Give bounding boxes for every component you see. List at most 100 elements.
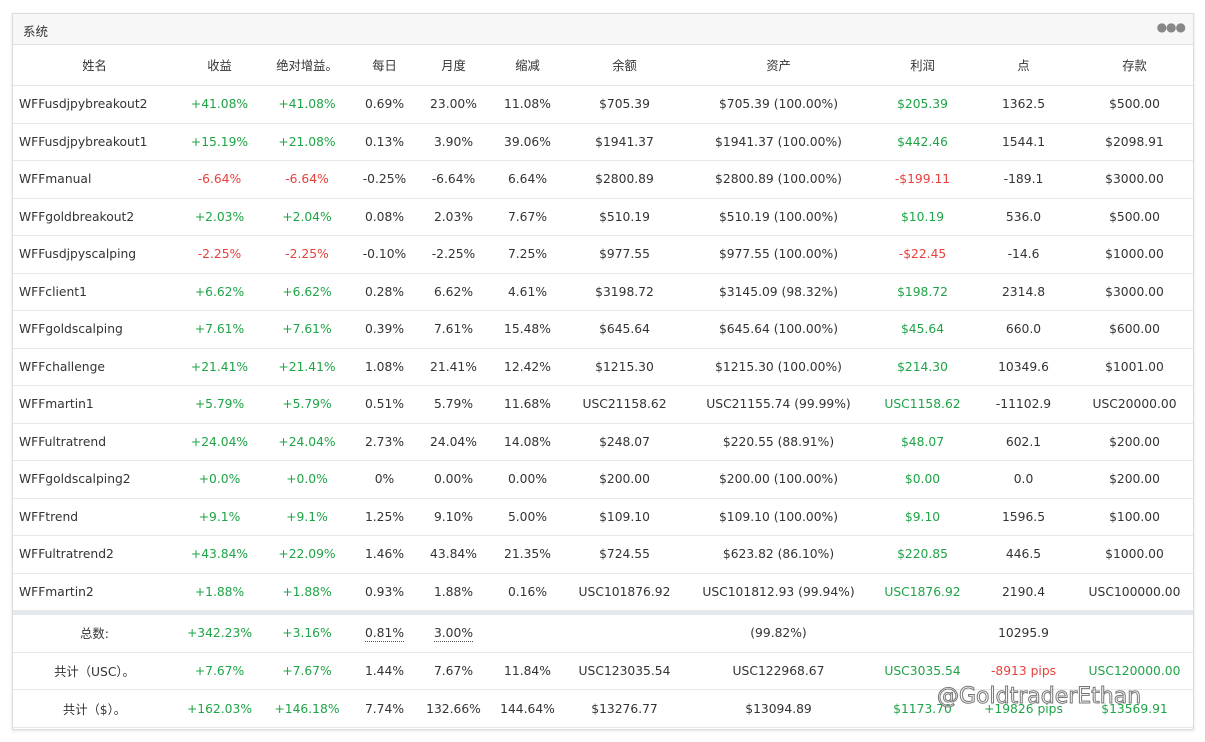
cell: 144.64% [489, 689, 566, 729]
data-row[interactable]: WFFultratrend +24.04% +24.04% 2.73% 24.04% 14… [13, 423, 1193, 461]
cell-value: +7.67% [282, 664, 332, 679]
cell: +2.03% [176, 198, 263, 236]
cell: -2.25% [418, 235, 489, 274]
cell: +7.67% [263, 652, 351, 691]
column-header[interactable]: 利润 [874, 45, 971, 86]
cell: $200.00 [1076, 460, 1193, 499]
column-header[interactable]: 存款 [1076, 45, 1193, 86]
cell: $109.10 [566, 498, 683, 536]
column-header[interactable]: 姓名 [13, 45, 176, 86]
cell-value: +21.41% [190, 359, 249, 374]
column-header[interactable]: 每日 [351, 45, 418, 86]
cell-value: $13569.91 [1101, 701, 1168, 716]
cell: WFFclient1 [13, 273, 176, 311]
menu-icon[interactable]: ●●● [1156, 20, 1186, 34]
cell: +7.67% [176, 652, 263, 691]
data-row[interactable]: WFFmanual -6.64% -6.64% -0.25% -6.64% 6.64% $2… [13, 160, 1193, 199]
systems-table: 姓名 收益 绝对增益。 每日 月度 缩减 余额 资产 利润点存款 WFFusdjpybreako… [13, 45, 1193, 729]
cell: $100.00 [1076, 498, 1193, 536]
data-row[interactable]: WFFtrend +9.1% +9.1% 1.25% 9.10% 5.00% $109.10… [13, 498, 1193, 536]
cell: -2.25% [176, 235, 263, 274]
column-header[interactable]: 收益 [176, 45, 263, 86]
data-row[interactable]: WFFchallenge +21.41% +21.41% 1.08% 21.41% 12.… [13, 348, 1193, 386]
panel-header: 系统 ●●● [13, 14, 1193, 45]
cell: $724.55 [566, 535, 683, 574]
column-header[interactable]: 月度 [418, 45, 489, 86]
cell-value: +24.04% [278, 434, 336, 449]
cell: +7.61% [176, 310, 263, 349]
cell-value: +0.0% [286, 472, 328, 487]
cell: 2314.8 [971, 273, 1076, 311]
cell: $200.00 [1076, 423, 1193, 461]
cell: 43.84% [418, 535, 489, 574]
cell-value: +2.03% [194, 209, 245, 224]
data-row[interactable]: WFFclient1 +6.62% +6.62% 0.28% 6.62% 4.61% $31… [13, 273, 1193, 311]
cell-value: 3.00% [433, 626, 474, 643]
cell: USC21158.62 [566, 385, 683, 424]
cell: 1.88% [418, 573, 489, 611]
cell [489, 615, 566, 653]
data-row[interactable]: WFFusdjpybreakout1 +15.19% +21.08% 0.13% 3.9… [13, 123, 1193, 161]
watermark: @GoldtraderEthan [936, 684, 1142, 710]
data-row[interactable]: WFFgoldscalping2 +0.0% +0.0% 0% 0.00% 0.00% $2… [13, 460, 1193, 499]
cell [566, 615, 683, 653]
cell: 3.00% [418, 615, 489, 653]
cell: WFFgoldbreakout2 [13, 198, 176, 236]
cell: 7.74% [351, 689, 418, 729]
data-row[interactable]: WFFmartin1 +5.79% +5.79% 0.51% 5.79% 11.68% US… [13, 385, 1193, 424]
cell: $1173.70 [874, 689, 971, 729]
cell: 7.67% [418, 652, 489, 691]
cell: $1941.37 (100.00%) [683, 123, 874, 161]
cell: +21.08% [263, 123, 351, 161]
cell-value: -2.25% [197, 247, 242, 262]
data-row[interactable]: WFFusdjpyscalping -2.25% -2.25% -0.10% -2.25… [13, 235, 1193, 274]
cell: 6.64% [489, 160, 566, 199]
cell: 11.84% [489, 652, 566, 691]
cell: 0.93% [351, 573, 418, 611]
cell: $1000.00 [1076, 535, 1193, 574]
cell: 6.62% [418, 273, 489, 311]
column-header[interactable]: 绝对增益。 [263, 45, 351, 86]
cell: 15.48% [489, 310, 566, 349]
data-row[interactable]: WFFultratrend2 +43.84% +22.09% 1.46% 43.84% 2… [13, 535, 1193, 574]
cell: 5.79% [418, 385, 489, 424]
cell-value: -6.64% [285, 172, 329, 187]
cell: +162.03% [176, 689, 263, 729]
cell: USC3035.54 [874, 652, 971, 691]
column-header[interactable]: 余额 [566, 45, 683, 86]
cell: $220.55 (88.91%) [683, 423, 874, 461]
cell: 7.67% [489, 198, 566, 236]
cell: +1.88% [263, 573, 351, 611]
cell-value: USC1158.62 [884, 397, 961, 412]
cell: 12.42% [489, 348, 566, 386]
cell: 1544.1 [971, 123, 1076, 161]
cell: USC1876.92 [874, 573, 971, 611]
cell: +3.16% [263, 615, 351, 653]
data-row[interactable]: WFFgoldscalping +7.61% +7.61% 0.39% 7.61% 15.… [13, 310, 1193, 349]
cell: 1.25% [351, 498, 418, 536]
cell: 1.44% [351, 652, 418, 691]
column-header[interactable]: 点 [971, 45, 1076, 86]
data-row[interactable]: WFFmartin2 +1.88% +1.88% 0.93% 1.88% 0.16% USC… [13, 573, 1193, 611]
cell-value: +9.1% [198, 509, 241, 524]
cell: 1596.5 [971, 498, 1076, 536]
cell: 0.16% [489, 573, 566, 611]
cell: USC101876.92 [566, 573, 683, 611]
cell: WFFchallenge [13, 348, 176, 386]
cell: $3000.00 [1076, 273, 1193, 311]
cell: WFFmartin1 [13, 385, 176, 424]
cell: $600.00 [1076, 310, 1193, 349]
cell-value: +41.08% [190, 97, 249, 112]
data-row[interactable]: WFFgoldbreakout2 +2.03% +2.04% 0.08% 2.03% 7.… [13, 198, 1193, 236]
cell: 10349.6 [971, 348, 1076, 386]
cell-value: +6.62% [194, 284, 245, 299]
column-header[interactable]: 缩减 [489, 45, 566, 86]
cell: $3198.72 [566, 273, 683, 311]
cell: 23.00% [418, 85, 489, 124]
cell: -14.6 [971, 235, 1076, 274]
data-row[interactable]: WFFusdjpybreakout2 +41.08% +41.08% 0.69% 23.… [13, 85, 1193, 124]
cell-value: $1173.70 [893, 701, 952, 716]
column-header[interactable]: 资产 [683, 45, 874, 86]
cell: 0% [351, 460, 418, 499]
cell: 2190.4 [971, 573, 1076, 611]
